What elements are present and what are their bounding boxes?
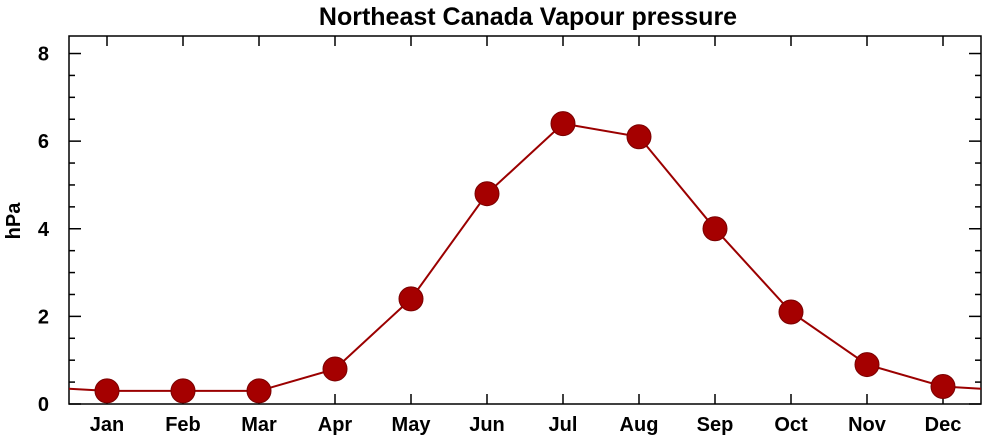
x-axis-ticks: Jan Feb Mar Apr May Jun Jul Aug Sep Oct Nov Dec <box>90 36 962 436</box>
y-axis-label: hPa <box>3 202 25 240</box>
x-tick-label: May <box>392 414 432 436</box>
data-point-aug <box>626 124 652 150</box>
y-tick-label: 2 <box>38 306 49 328</box>
x-tick-label: Nov <box>848 414 887 436</box>
data-point-may <box>398 286 424 312</box>
data-point-jun <box>474 181 500 207</box>
chart-title: Northeast Canada Vapour pressure <box>319 3 737 31</box>
series-layer <box>68 111 982 404</box>
y-tick-label: 0 <box>38 394 49 416</box>
plot-frame <box>68 35 982 405</box>
data-point-feb <box>170 378 196 404</box>
x-tick-label: Apr <box>318 414 353 436</box>
x-tick-label: Jan <box>90 414 124 436</box>
data-point-jul <box>550 111 576 137</box>
data-point-mar <box>246 378 272 404</box>
x-tick-label: Aug <box>620 414 659 436</box>
x-tick-label: Sep <box>697 414 734 436</box>
data-point-jan <box>94 378 120 404</box>
data-point-dec <box>930 373 956 399</box>
series-line <box>68 122 982 392</box>
x-tick-label: Jun <box>469 414 505 436</box>
x-tick-label: Mar <box>241 414 277 436</box>
y-tick-label: 8 <box>38 44 49 66</box>
x-tick-label: Oct <box>774 414 808 436</box>
data-point-sep <box>702 216 728 242</box>
data-point-oct <box>778 299 804 325</box>
y-tick-label: 6 <box>38 131 49 153</box>
data-point-apr <box>322 356 348 382</box>
x-tick-label: Feb <box>165 414 201 436</box>
y-tick-label: 4 <box>38 219 50 241</box>
x-tick-label: Jul <box>549 414 578 436</box>
y-axis-ticks: 0 2 4 6 8 <box>38 44 981 416</box>
x-tick-label: Dec <box>925 414 962 436</box>
data-point-nov <box>854 352 880 378</box>
